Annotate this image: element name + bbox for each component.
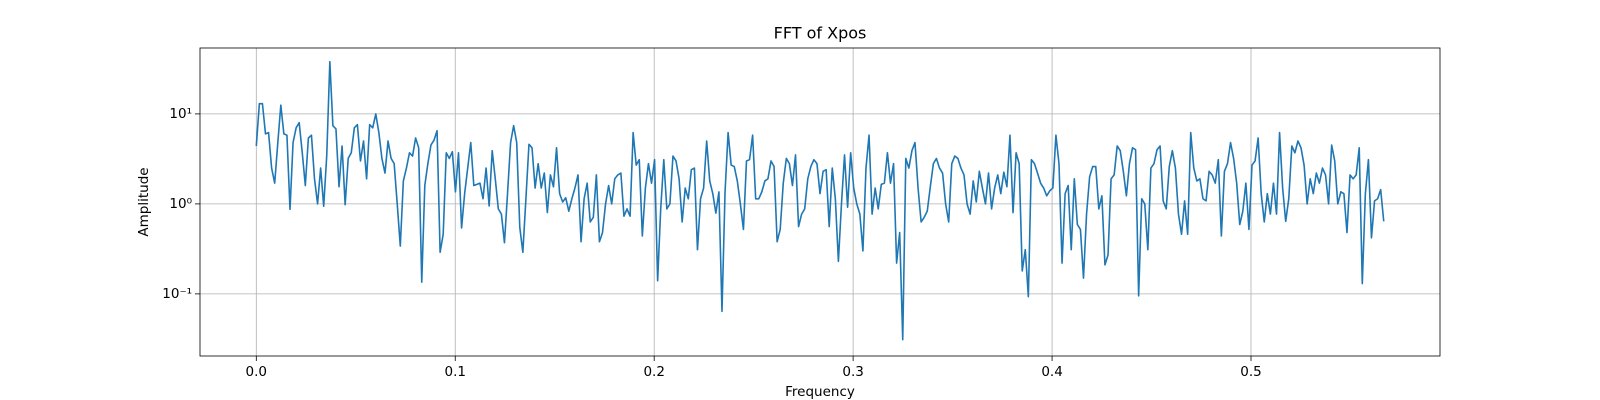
data-line: [255, 60, 1385, 341]
plot-frame: [199, 47, 1441, 357]
x-tick-label: 0.0: [246, 364, 267, 380]
y-tick-label: 10⁻¹: [162, 286, 192, 302]
x-axis-label: Frequency: [785, 384, 855, 400]
x-tick-label: 0.2: [643, 364, 664, 380]
y-tick-label: 10⁰: [169, 196, 192, 212]
x-tick-label: 0.5: [1240, 364, 1261, 380]
x-tick-label: 0.4: [1041, 364, 1062, 380]
y-tick-label: 10¹: [169, 106, 192, 122]
x-tick-label: 0.1: [444, 364, 465, 380]
y-axis-label: Amplitude: [136, 167, 152, 236]
chart-title: FFT of Xpos: [774, 24, 867, 43]
x-tick-label: 0.3: [842, 364, 863, 380]
